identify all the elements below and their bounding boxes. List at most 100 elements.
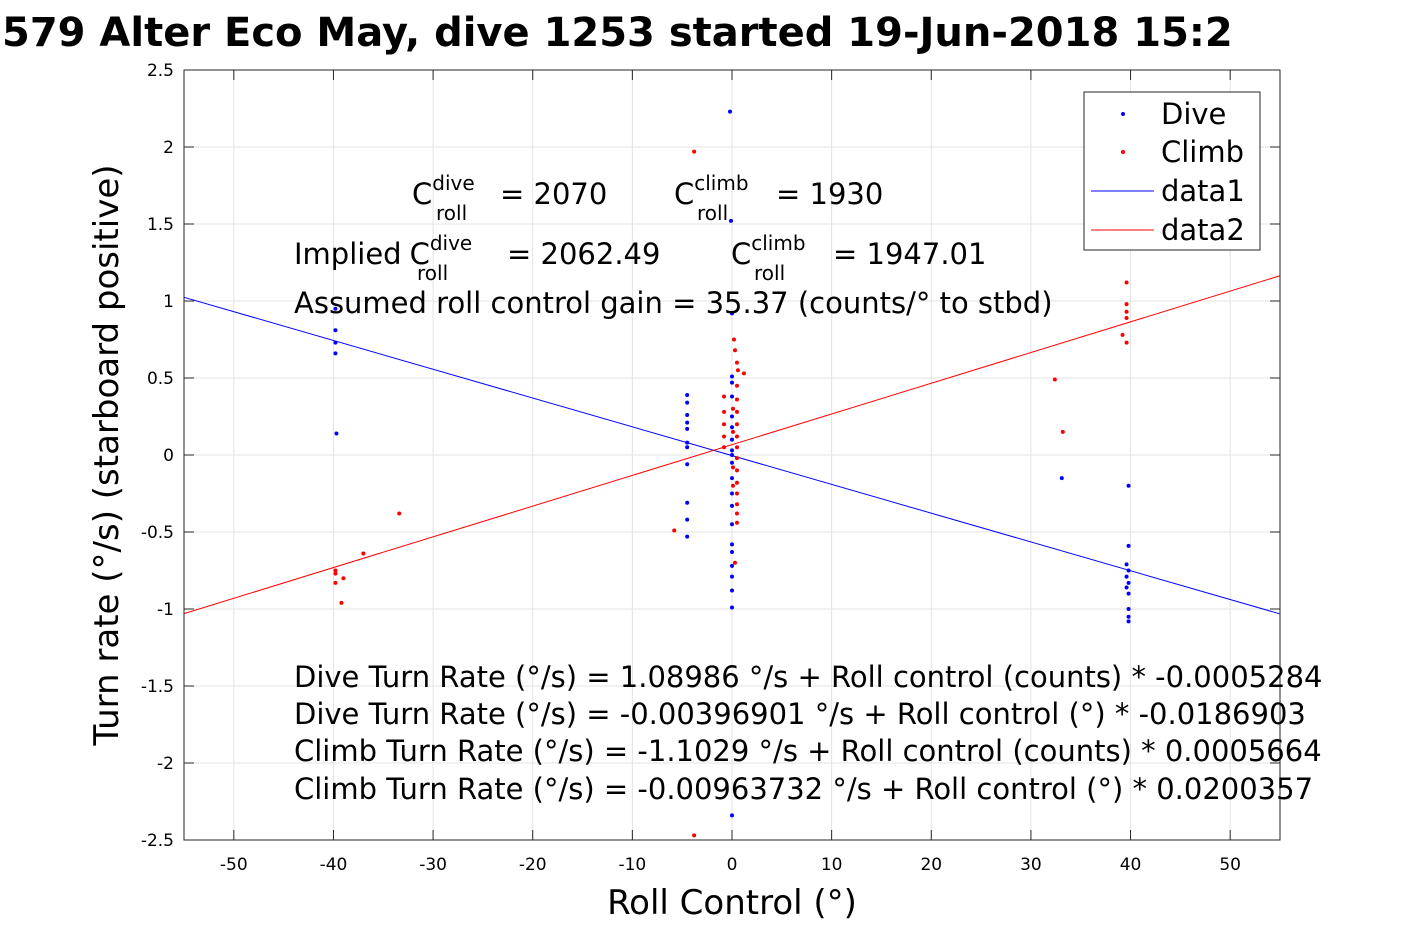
dive-point — [730, 503, 734, 508]
dive-point — [1126, 619, 1131, 624]
y-tick-label: 1 — [163, 292, 174, 312]
dive-point — [730, 522, 734, 527]
dive-point — [685, 420, 690, 425]
climb-point — [692, 149, 697, 154]
dive-point — [1126, 568, 1131, 573]
climb-point — [1124, 340, 1129, 345]
dive-point — [730, 563, 734, 568]
y-tick-label: -0.5 — [141, 523, 174, 543]
x-axis-ticks: -50 -40 -30 -20 -10 0 10 20 30 40 50 — [220, 70, 1241, 875]
dive-point — [685, 426, 690, 431]
climb-point — [735, 368, 740, 373]
dive-point — [730, 813, 734, 818]
y-tick-label: 2 — [163, 138, 174, 158]
fit-line-data2 — [183, 275, 1281, 615]
climb-point — [722, 394, 727, 399]
climb-point — [734, 397, 739, 402]
dive-point — [730, 448, 734, 453]
legend-label-data1: data1 — [1161, 174, 1245, 208]
dive-point — [730, 311, 734, 316]
equation-dive-counts: Dive Turn Rate (°/s) = 1.08986 °/s + Rol… — [294, 660, 1322, 694]
dive-point — [730, 550, 734, 555]
y-tick-label: -2.5 — [141, 831, 174, 851]
climb-point — [734, 383, 739, 388]
dive-point — [333, 328, 338, 333]
dive-point — [730, 394, 734, 399]
climb-point — [333, 580, 338, 585]
dive-point — [685, 392, 690, 397]
dive-point — [333, 340, 338, 345]
climb-point — [734, 409, 739, 414]
climb-point — [734, 520, 739, 525]
x-tick-label: 10 — [821, 855, 843, 875]
y-axis-ticks: -2.5 -2 -1.5 -1 -0.5 0 0.5 1 1.5 2 2.5 — [141, 61, 1280, 851]
x-tick-label: 30 — [1020, 855, 1042, 875]
climb-point — [361, 551, 366, 556]
dive-point — [1124, 574, 1129, 579]
dive-point — [333, 306, 338, 311]
legend-label-data2: data2 — [1161, 213, 1245, 247]
dive-point — [730, 491, 734, 496]
dive-point — [685, 462, 690, 467]
legend-marker-climb — [1121, 150, 1125, 154]
x-tick-label: -30 — [419, 855, 447, 875]
climb-point — [692, 833, 697, 838]
dive-point — [1126, 607, 1131, 611]
climb-point — [333, 568, 338, 573]
climb-point — [1124, 315, 1129, 320]
x-tick-label: 50 — [1219, 855, 1241, 875]
y-tick-label: -2 — [157, 754, 174, 774]
y-tick-label: 2.5 — [147, 61, 174, 81]
plot-area-border — [183, 69, 1281, 841]
y-axis-label: Turn rate (°/s) (starboard positive) — [87, 164, 127, 746]
dive-point — [730, 414, 734, 419]
chart-title: 579 Alter Eco May, dive 1253 started 19-… — [2, 10, 1233, 56]
x-tick-label: -20 — [519, 855, 547, 875]
climb-point — [341, 576, 346, 581]
dive-point — [334, 431, 339, 436]
dive-point — [730, 374, 734, 379]
climb-point — [722, 422, 727, 427]
dive-point — [1126, 483, 1131, 488]
y-tick-label: 0.5 — [147, 369, 174, 389]
climb-point — [1124, 302, 1129, 307]
dive-point — [1126, 543, 1131, 548]
climb-point — [1052, 377, 1057, 382]
equation-climb-counts: Climb Turn Rate (°/s) = -1.1029 °/s + Ro… — [294, 734, 1322, 768]
climb-point — [722, 409, 727, 414]
dive-point — [1126, 591, 1131, 596]
climb-point — [741, 371, 746, 376]
dive-point — [730, 437, 734, 442]
climb-point — [732, 348, 737, 353]
dive-point — [685, 412, 690, 417]
climb-point — [1124, 309, 1129, 314]
legend-box — [1083, 91, 1261, 251]
dive-point — [685, 440, 690, 445]
dive-point — [730, 380, 734, 385]
dive-point — [685, 400, 690, 405]
x-tick-label: -10 — [618, 855, 646, 875]
x-tick-label: -50 — [220, 855, 248, 875]
dive-point — [685, 517, 690, 522]
climb-point — [734, 480, 739, 485]
legend-marker-dive — [1121, 112, 1125, 116]
climb-point — [730, 406, 735, 411]
dive-point — [685, 445, 690, 450]
climb-point — [730, 483, 735, 488]
dive-point — [730, 453, 734, 457]
climb-point — [339, 600, 344, 605]
x-axis-label: Roll Control (°) — [607, 883, 857, 923]
x-tick-label: 0 — [727, 855, 738, 875]
climb-point — [333, 571, 338, 576]
legend: Dive Climb data1 data2 — [1083, 91, 1261, 251]
legend-label-dive: Dive — [1161, 97, 1226, 131]
dive-point — [730, 425, 734, 430]
x-tick-label: -40 — [320, 855, 348, 875]
climb-point — [734, 456, 739, 461]
equation-climb-degrees: Climb Turn Rate (°/s) = -0.00963732 °/s … — [294, 772, 1313, 806]
data-points — [333, 109, 1131, 838]
climb-point — [734, 360, 739, 365]
climb-point — [734, 491, 739, 496]
climb-point — [730, 465, 735, 470]
